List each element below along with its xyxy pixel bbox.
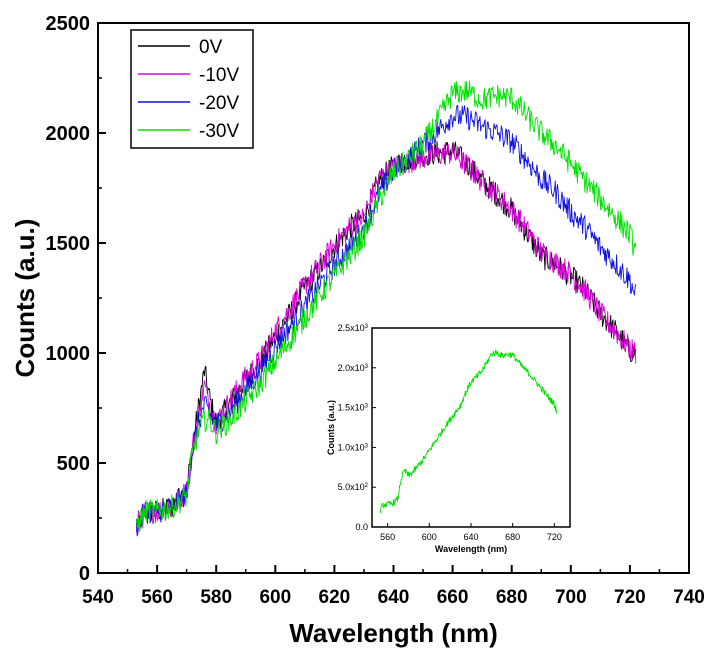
x-tick-label: 640 xyxy=(378,587,410,608)
inset-x-tick-label: 680 xyxy=(505,532,520,542)
legend: 0V -10V -20V -30V xyxy=(130,29,254,149)
x-tick-label: 580 xyxy=(200,587,232,608)
y-tick-label: 0 xyxy=(79,563,90,585)
inset-x-tick-label: 560 xyxy=(380,532,395,542)
x-tick-label: 700 xyxy=(555,587,587,608)
inset-y-ticks: 0.0 5.0x102 1.0x103 1.5x103 2.0x103 2.5x103 xyxy=(338,323,376,532)
legend-label: -10V xyxy=(199,65,239,86)
x-tick-label: 560 xyxy=(141,587,173,608)
x-tick-label: 600 xyxy=(259,587,291,608)
inset-y-tick-label: 1.5x103 xyxy=(338,403,369,413)
inset-x-tick-label: 640 xyxy=(463,532,478,542)
x-axis-title: Wavelength (nm) xyxy=(289,618,497,648)
legend-label: -30V xyxy=(199,121,239,142)
inset-x-ticks: 560 600 640 680 720 xyxy=(380,523,562,542)
inset-y-axis-title: Counts (a.u.) xyxy=(326,400,336,455)
inset-y-tick-label: 0.0 xyxy=(355,522,368,532)
y-tick-label: 1500 xyxy=(46,233,91,255)
y-tick-label: 1000 xyxy=(46,343,91,365)
legend-box xyxy=(130,29,254,149)
inset-x-tick-label: 720 xyxy=(547,532,562,542)
x-tick-label: 720 xyxy=(614,587,646,608)
series-line-3 xyxy=(135,104,637,537)
y-ticks: 0 500 1000 1500 2000 2500 xyxy=(46,13,106,585)
main-plot: 540 560 580 600 620 640 660 680 700 720 740 0 500 100… xyxy=(10,13,705,648)
inset-y-tick-label: 2.0x103 xyxy=(338,363,369,373)
y-axis-title: Counts (a.u.) xyxy=(10,219,40,378)
inset-y-tick-label: 5.0x102 xyxy=(338,482,369,492)
x-tick-label: 740 xyxy=(673,587,705,608)
series-group xyxy=(135,80,637,537)
y-tick-label: 500 xyxy=(57,453,90,475)
y-tick-label: 2000 xyxy=(46,123,91,145)
x-tick-label: 660 xyxy=(437,587,469,608)
series-line-4 xyxy=(135,80,637,533)
inset-y-tick-label: 2.5x103 xyxy=(338,323,369,333)
inset-plot: 560 600 640 680 720 0.0 5.0x102 1.0x103 1.5x103 2… xyxy=(326,323,571,554)
x-tick-label: 540 xyxy=(82,587,114,608)
legend-label: 0V xyxy=(199,37,223,58)
inset-y-tick-label: 1.0x103 xyxy=(338,442,369,452)
inset-x-axis-title: Wavelength (nm) xyxy=(435,544,507,554)
x-ticks: 540 560 580 600 620 640 660 680 700 720 740 xyxy=(82,565,705,608)
x-tick-label: 620 xyxy=(319,587,351,608)
inset-x-tick-label: 600 xyxy=(422,532,437,542)
legend-label: -20V xyxy=(199,93,239,114)
inset-background xyxy=(372,328,570,527)
x-tick-label: 680 xyxy=(496,587,528,608)
inset-series-line xyxy=(379,350,557,514)
y-tick-label: 2500 xyxy=(46,13,91,35)
